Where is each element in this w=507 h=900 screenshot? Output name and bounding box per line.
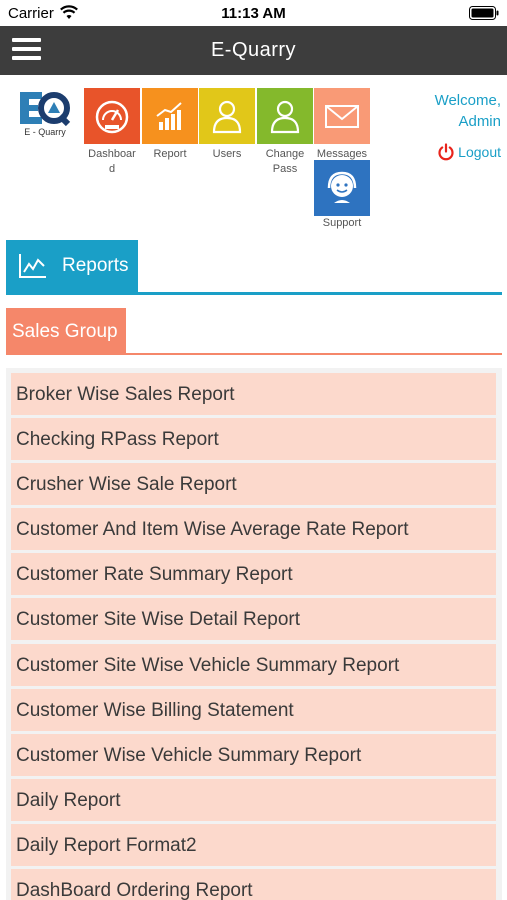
report-list[interactable]: Broker Wise Sales Report Checking RPass … bbox=[6, 368, 502, 900]
logo-caption: E - Quarry bbox=[24, 127, 66, 137]
report-item-label: DashBoard Ordering Report bbox=[16, 880, 253, 900]
report-item-dashboard-ordering[interactable]: DashBoard Ordering Report bbox=[11, 869, 496, 900]
sales-group-tab[interactable]: Sales Group bbox=[6, 308, 126, 355]
report-item-label: Customer Wise Vehicle Summary Report bbox=[16, 744, 362, 766]
welcome-greeting: Welcome, bbox=[434, 92, 501, 109]
status-bar: Carrier 11:13 AM bbox=[0, 0, 507, 26]
dashboard-label: Dashboar d bbox=[88, 148, 136, 175]
report-item-label: Broker Wise Sales Report bbox=[16, 384, 235, 405]
change-pass-tile[interactable] bbox=[257, 88, 313, 144]
report-item-label: Daily Report bbox=[16, 789, 121, 811]
battery-icon bbox=[469, 6, 499, 20]
messages-label: Messages bbox=[316, 148, 368, 160]
change-pass-label: Change Pass bbox=[265, 148, 305, 175]
report-item-broker-wise-sales[interactable]: Broker Wise Sales Report bbox=[11, 373, 496, 415]
logout-label: Logout bbox=[458, 144, 501, 160]
carrier-label: Carrier bbox=[8, 5, 54, 22]
envelope-icon bbox=[325, 105, 359, 128]
report-item-label: Customer And Item Wise Average Rate Repo… bbox=[16, 519, 409, 541]
logout-link[interactable]: Logout bbox=[437, 142, 501, 162]
sales-group-title: Sales Group bbox=[12, 321, 118, 342]
welcome-username: Admin bbox=[458, 113, 501, 130]
report-item-label: Daily Report Format2 bbox=[16, 834, 197, 856]
support-agent-icon bbox=[327, 171, 357, 203]
reports-section-tab[interactable]: Reports bbox=[6, 240, 138, 294]
users-label: Users bbox=[212, 148, 242, 160]
menu-icon[interactable] bbox=[12, 38, 41, 62]
section-divider bbox=[6, 292, 502, 295]
welcome-text: Welcome, Admin bbox=[435, 90, 501, 132]
report-label: Report bbox=[153, 148, 187, 160]
support-tile[interactable] bbox=[314, 160, 370, 216]
reports-section-title: Reports bbox=[62, 255, 129, 276]
report-item-label: Customer Rate Summary Report bbox=[16, 564, 293, 586]
report-item-daily-report[interactable]: Daily Report bbox=[11, 778, 496, 821]
report-tile[interactable] bbox=[142, 88, 198, 144]
user-icon bbox=[212, 100, 242, 134]
support-label: Support bbox=[322, 217, 362, 229]
users-tile[interactable] bbox=[199, 88, 255, 144]
line-chart-icon bbox=[19, 254, 46, 278]
report-item-customer-billing-statement[interactable]: Customer Wise Billing Statement bbox=[11, 688, 496, 731]
report-item-customer-item-average-rate[interactable]: Customer And Item Wise Average Rate Repo… bbox=[11, 508, 496, 551]
power-icon bbox=[438, 143, 454, 161]
app-header: E-Quarry bbox=[0, 26, 507, 75]
report-item-checking-rpass[interactable]: Checking RPass Report bbox=[11, 418, 496, 461]
user-key-icon bbox=[270, 100, 300, 134]
messages-tile[interactable] bbox=[314, 88, 370, 144]
group-divider bbox=[6, 353, 502, 355]
bar-chart-icon bbox=[156, 102, 182, 130]
report-item-daily-report-format2[interactable]: Daily Report Format2 bbox=[11, 823, 496, 866]
report-item-label: Customer Site Wise Vehicle Summary Repor… bbox=[16, 654, 400, 676]
report-item-customer-site-vehicle-summary[interactable]: Customer Site Wise Vehicle Summary Repor… bbox=[11, 643, 496, 686]
report-item-label: Customer Site Wise Detail Report bbox=[16, 609, 301, 631]
report-item-customer-rate-summary[interactable]: Customer Rate Summary Report bbox=[11, 553, 496, 596]
wifi-icon bbox=[60, 5, 78, 19]
dashboard-tile[interactable] bbox=[84, 88, 140, 144]
speedometer-icon bbox=[95, 100, 129, 134]
report-item-customer-vehicle-summary[interactable]: Customer Wise Vehicle Summary Report bbox=[11, 733, 496, 776]
report-item-label: Checking RPass Report bbox=[16, 429, 219, 451]
e-quarry-logo bbox=[20, 92, 71, 127]
report-item-crusher-wise-sale[interactable]: Crusher Wise Sale Report bbox=[11, 463, 496, 506]
report-item-customer-site-detail[interactable]: Customer Site Wise Detail Report bbox=[11, 598, 496, 641]
clock-label: 11:13 AM bbox=[221, 5, 286, 22]
report-item-label: Crusher Wise Sale Report bbox=[16, 474, 237, 496]
app-title: E-Quarry bbox=[210, 39, 297, 61]
report-item-label: Customer Wise Billing Statement bbox=[16, 699, 294, 721]
